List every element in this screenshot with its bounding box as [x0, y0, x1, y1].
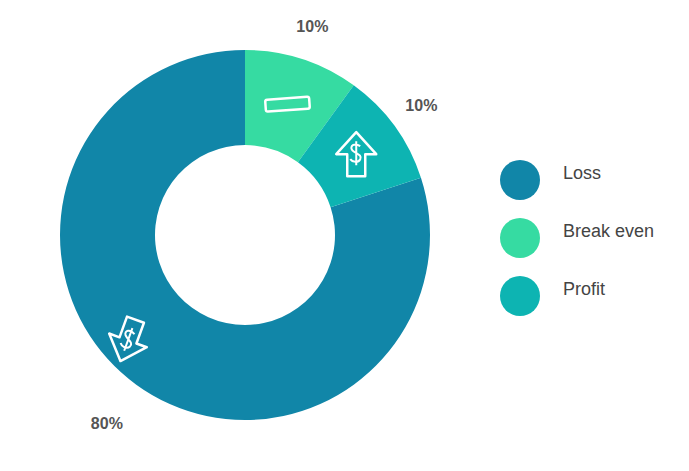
icon-arrow	[102, 313, 155, 368]
data-label: 10%	[405, 97, 437, 114]
icons	[102, 97, 377, 368]
legend: Loss Break even Profit	[500, 160, 654, 316]
icon-dollar	[119, 326, 137, 352]
icon-arrow	[336, 132, 376, 176]
legend-swatch	[500, 160, 540, 200]
icon-dollar	[350, 141, 360, 165]
slice-icon	[265, 97, 310, 112]
slice-icon	[102, 313, 155, 368]
slices	[60, 50, 430, 420]
chart: 80% 10% 10% Loss Break even Profit	[0, 0, 689, 471]
data-label: 10%	[296, 18, 328, 35]
legend-label: Profit	[563, 279, 605, 299]
legend-swatch	[500, 218, 540, 258]
icon-bar	[265, 97, 310, 112]
legend-swatch	[500, 276, 540, 316]
legend-label: Break even	[563, 221, 654, 241]
data-label: 80%	[91, 415, 123, 432]
slice	[60, 50, 430, 420]
slice	[298, 85, 421, 207]
slice-icon	[336, 132, 376, 176]
legend-label: Loss	[563, 163, 601, 183]
